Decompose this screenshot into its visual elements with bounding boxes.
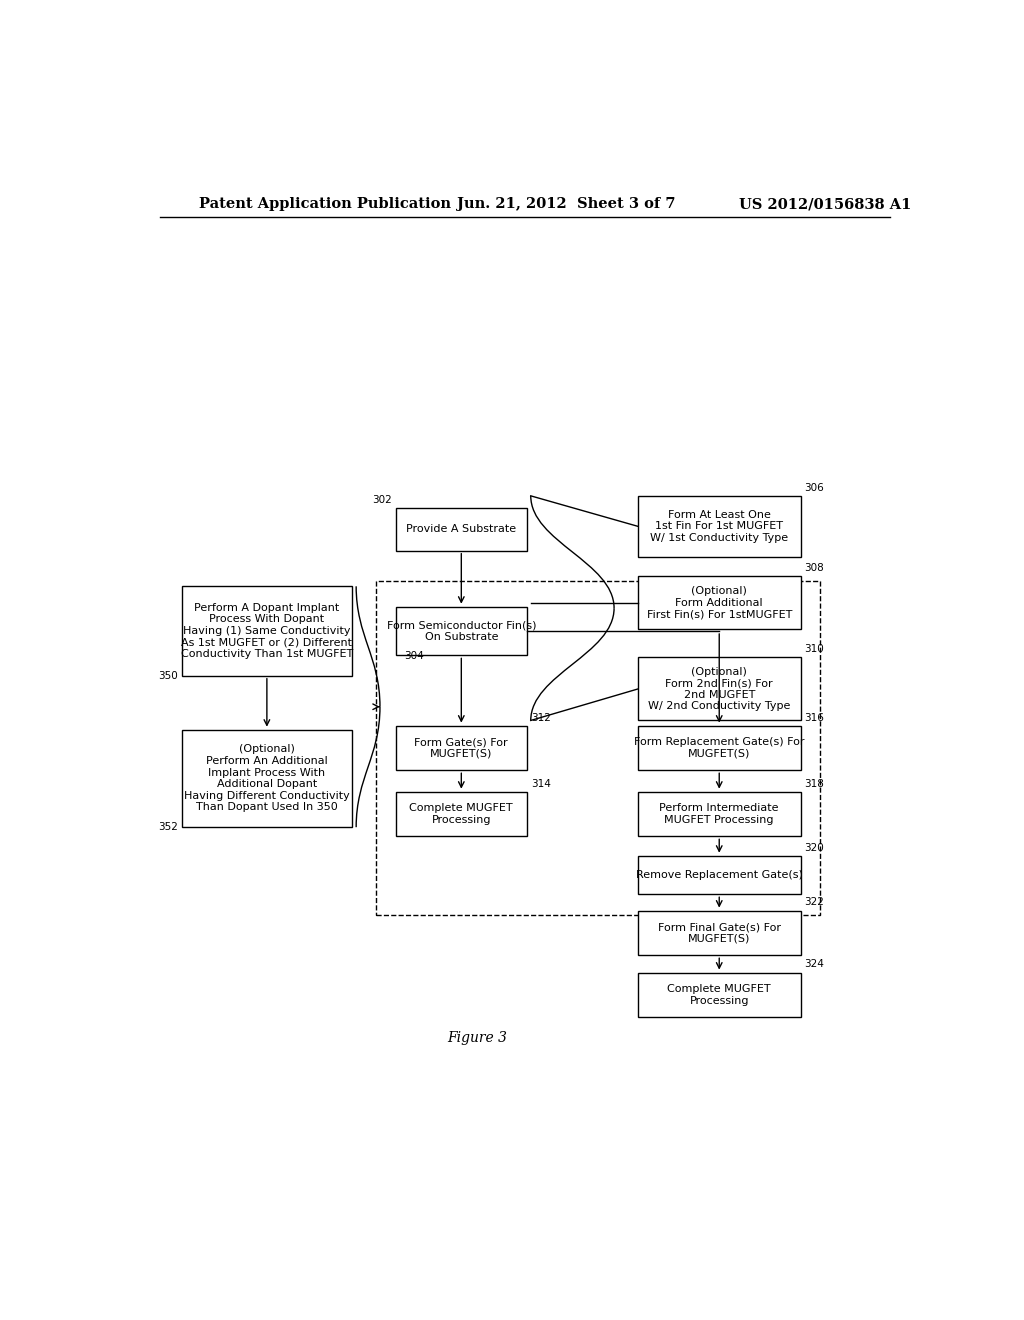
Text: Remove Replacement Gate(s): Remove Replacement Gate(s) bbox=[636, 870, 803, 880]
Text: 316: 316 bbox=[805, 713, 824, 722]
Text: 312: 312 bbox=[530, 713, 551, 722]
Text: Form At Least One
1st Fin For 1st MUGFET
W/ 1st Conductivity Type: Form At Least One 1st Fin For 1st MUGFET… bbox=[650, 510, 788, 543]
Text: 352: 352 bbox=[158, 822, 177, 833]
Text: Patent Application Publication: Patent Application Publication bbox=[200, 197, 452, 211]
Text: 350: 350 bbox=[158, 671, 177, 681]
FancyBboxPatch shape bbox=[396, 607, 526, 656]
Text: 322: 322 bbox=[805, 898, 824, 907]
FancyBboxPatch shape bbox=[638, 657, 801, 721]
Text: 302: 302 bbox=[372, 495, 392, 506]
FancyBboxPatch shape bbox=[638, 792, 801, 837]
Text: (Optional)
Form Additional
First Fin(s) For 1stMUGFET: (Optional) Form Additional First Fin(s) … bbox=[646, 586, 792, 619]
Text: Figure 3: Figure 3 bbox=[447, 1031, 507, 1044]
Text: Perform A Dopant Implant
Process With Dopant
Having (1) Same Conductivity
As 1st: Perform A Dopant Implant Process With Do… bbox=[181, 603, 353, 659]
Text: Form Semiconductor Fin(s)
On Substrate: Form Semiconductor Fin(s) On Substrate bbox=[387, 620, 536, 642]
FancyBboxPatch shape bbox=[181, 586, 352, 676]
Text: 310: 310 bbox=[805, 644, 824, 655]
Text: (Optional)
Perform An Additional
Implant Process With
Additional Dopant
Having D: (Optional) Perform An Additional Implant… bbox=[184, 744, 350, 812]
FancyBboxPatch shape bbox=[638, 726, 801, 771]
Text: (Optional)
Form 2nd Fin(s) For
2nd MUGFET
W/ 2nd Conductivity Type: (Optional) Form 2nd Fin(s) For 2nd MUGFE… bbox=[648, 667, 791, 711]
FancyBboxPatch shape bbox=[638, 911, 801, 956]
Text: Jun. 21, 2012  Sheet 3 of 7: Jun. 21, 2012 Sheet 3 of 7 bbox=[458, 197, 676, 211]
FancyBboxPatch shape bbox=[396, 726, 526, 771]
Text: 306: 306 bbox=[805, 483, 824, 492]
Text: Perform Intermediate
MUGFET Processing: Perform Intermediate MUGFET Processing bbox=[659, 803, 779, 825]
FancyBboxPatch shape bbox=[638, 496, 801, 557]
Text: 324: 324 bbox=[805, 960, 824, 969]
Text: 308: 308 bbox=[805, 564, 824, 573]
Text: Form Replacement Gate(s) For
MUGFET(S): Form Replacement Gate(s) For MUGFET(S) bbox=[634, 737, 805, 759]
Text: Provide A Substrate: Provide A Substrate bbox=[407, 524, 516, 535]
Text: Form Final Gate(s) For
MUGFET(S): Form Final Gate(s) For MUGFET(S) bbox=[657, 923, 780, 944]
Text: 318: 318 bbox=[805, 779, 824, 788]
FancyBboxPatch shape bbox=[638, 855, 801, 894]
Text: 320: 320 bbox=[805, 842, 824, 853]
Text: Complete MUGFET
Processing: Complete MUGFET Processing bbox=[410, 803, 513, 825]
FancyBboxPatch shape bbox=[638, 973, 801, 1018]
Text: 314: 314 bbox=[530, 779, 551, 788]
FancyBboxPatch shape bbox=[638, 576, 801, 630]
FancyBboxPatch shape bbox=[396, 792, 526, 837]
Text: US 2012/0156838 A1: US 2012/0156838 A1 bbox=[739, 197, 911, 211]
Text: Form Gate(s) For
MUGFET(S): Form Gate(s) For MUGFET(S) bbox=[415, 737, 508, 759]
Text: Complete MUGFET
Processing: Complete MUGFET Processing bbox=[668, 985, 771, 1006]
Text: 304: 304 bbox=[403, 651, 424, 660]
FancyBboxPatch shape bbox=[181, 730, 352, 828]
FancyBboxPatch shape bbox=[396, 508, 526, 550]
